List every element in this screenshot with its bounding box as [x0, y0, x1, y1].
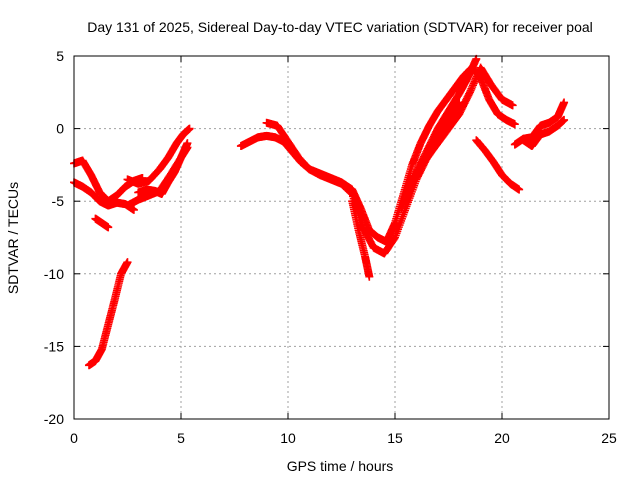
data-point: [508, 101, 517, 110]
data-point: [104, 223, 113, 232]
plot-frame: [73, 55, 610, 420]
series-s10: [348, 197, 374, 281]
x-tick-label: 20: [494, 430, 510, 446]
data-point: [129, 205, 138, 214]
data-point: [560, 115, 569, 124]
data-point: [455, 98, 464, 107]
chart-title: Day 131 of 2025, Sidereal Day-to-day VTE…: [87, 19, 593, 35]
y-tick-label: -10: [44, 266, 64, 282]
grid: [74, 56, 609, 419]
y-tick-label: 5: [56, 48, 64, 64]
series-s12: [397, 98, 464, 213]
y-tick-label: -5: [52, 193, 65, 209]
data-point: [183, 143, 192, 152]
y-tick-label: -15: [44, 338, 64, 354]
series-s13: [472, 136, 524, 194]
y-tick-label: 0: [56, 121, 64, 137]
series-s4: [84, 258, 132, 370]
y-axis-label: SDTVAR / TECUs: [5, 182, 21, 294]
series-s7: [123, 143, 192, 210]
series-s3: [91, 214, 113, 232]
x-tick-label: 15: [387, 430, 403, 446]
series-s15: [519, 115, 569, 151]
data-point: [123, 258, 132, 267]
axis-ticks: 0 5 10 15 20 25 -20 -15 -10 -5 0 5: [44, 48, 617, 446]
data-point: [515, 185, 524, 194]
x-axis-label: GPS time / hours: [287, 458, 394, 474]
data-point: [185, 124, 194, 133]
data-point: [560, 98, 569, 107]
x-tick-label: 0: [70, 430, 78, 446]
y-tick-label: -20: [44, 411, 64, 427]
x-tick-label: 5: [177, 430, 185, 446]
data-marks: [70, 54, 569, 370]
data-point: [365, 272, 374, 281]
x-tick-label: 25: [601, 430, 617, 446]
series-s6: [123, 124, 194, 188]
data-point: [510, 120, 519, 129]
series-s8: [236, 63, 519, 246]
series-s14: [510, 98, 569, 149]
x-tick-label: 10: [280, 430, 296, 446]
